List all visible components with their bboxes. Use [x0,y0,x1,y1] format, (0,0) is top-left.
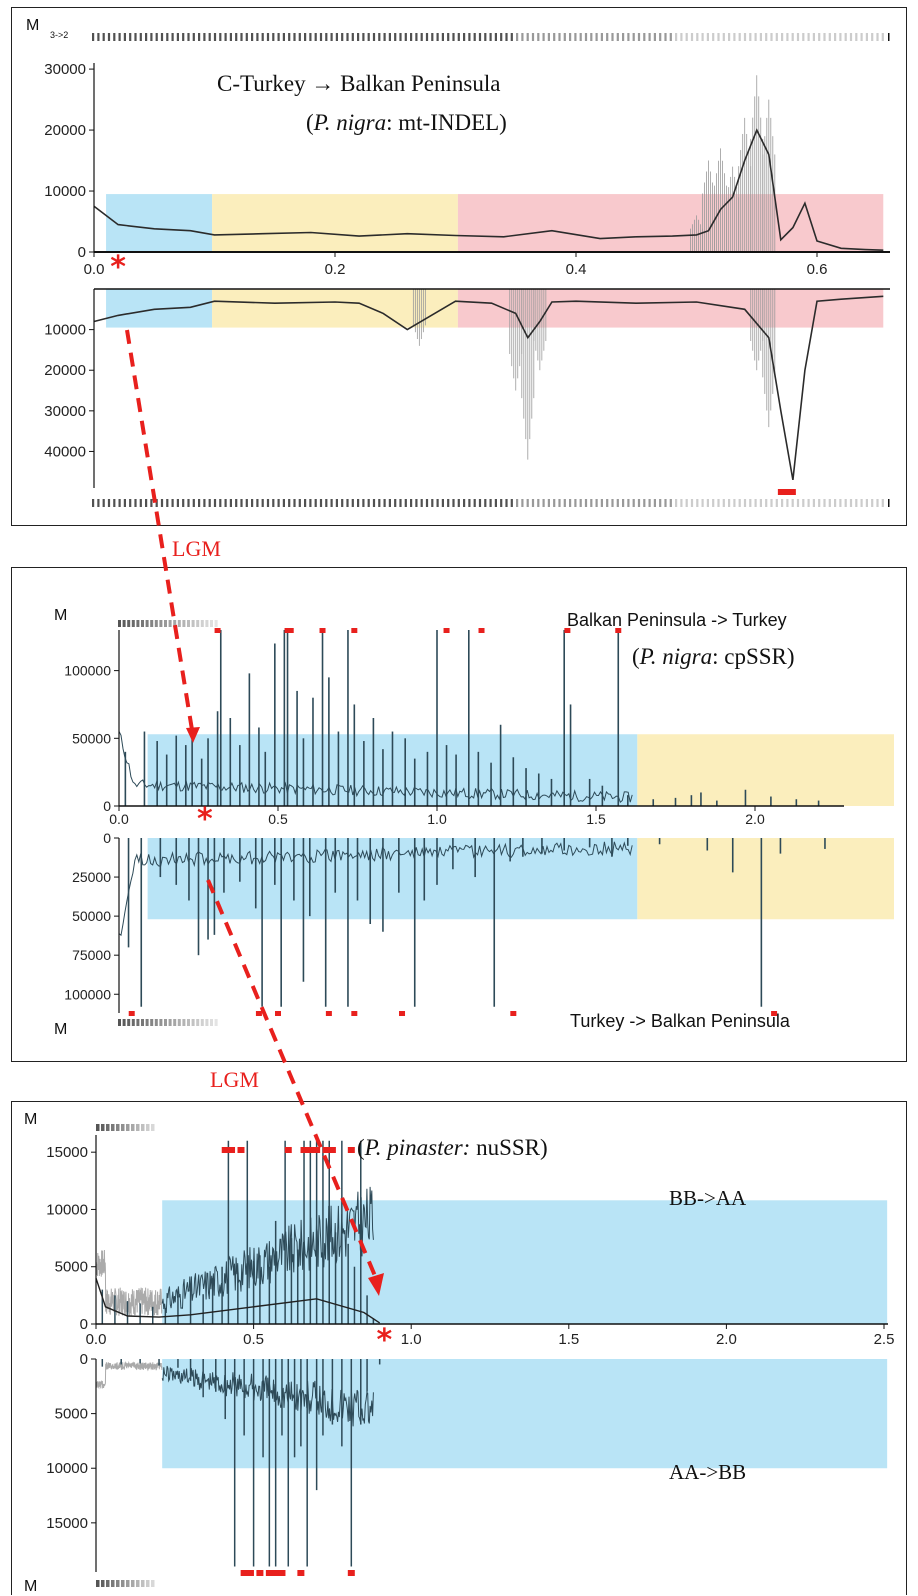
lgm-label-1: LGM [172,536,221,561]
connector-arrowhead-2 [368,1273,384,1296]
lgm-label-2: LGM [210,1067,259,1092]
connector-arrowhead-1 [186,727,200,743]
connector-line-1 [127,330,193,736]
connector-lines [127,330,384,1296]
